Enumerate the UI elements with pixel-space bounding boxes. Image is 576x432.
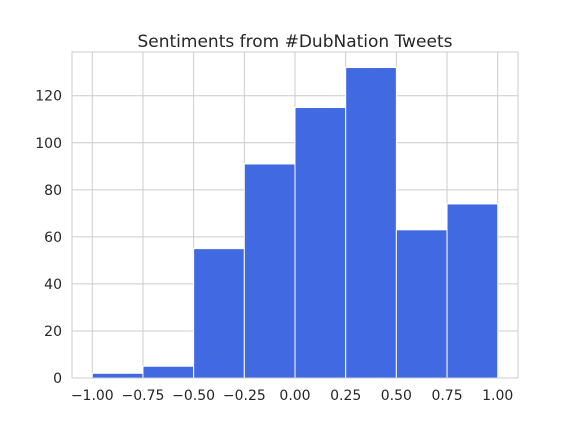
x-tick-label: 0.50 [381, 388, 412, 404]
x-tick-label: −0.25 [223, 388, 266, 404]
y-tick-label: 20 [44, 324, 62, 340]
bar-layer [91, 67, 499, 379]
x-tick-label: −0.75 [122, 388, 165, 404]
x-tick-labels: −1.00 −0.75 −0.50 −0.25 0.00 0.25 0.50 0.75 1.00 [71, 388, 513, 404]
histogram-bar [446, 203, 499, 379]
y-tick-label: 40 [44, 277, 62, 293]
histogram-bar [345, 67, 397, 379]
y-tick-labels: 0 20 40 60 80 100 120 [35, 89, 62, 387]
y-tick-label: 100 [35, 136, 62, 152]
chart-title: Sentiments from #DubNation Tweets [137, 32, 452, 52]
histogram-bar [142, 365, 195, 379]
x-tick-label: −0.50 [172, 388, 215, 404]
histogram-bar [91, 372, 144, 379]
x-tick-label: 0.00 [279, 388, 310, 404]
histogram-bar [193, 248, 245, 379]
plot-frame [71, 51, 519, 379]
histogram-bar [395, 229, 448, 379]
y-tick-label: 80 [44, 183, 62, 199]
x-tick-label: −1.00 [71, 388, 114, 404]
histogram-bar [294, 107, 347, 379]
x-tick-label: 0.25 [330, 388, 361, 404]
y-tick-label: 120 [35, 89, 62, 105]
histogram-bar [243, 163, 296, 379]
x-tick-label: 1.00 [482, 388, 513, 404]
x-tick-label: 0.75 [431, 388, 462, 404]
y-tick-label: 0 [53, 371, 62, 387]
y-tick-label: 60 [44, 230, 62, 246]
